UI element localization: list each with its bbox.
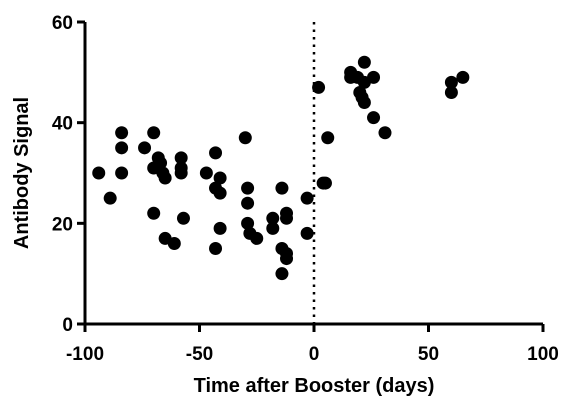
y-tick-label: 40 bbox=[52, 114, 73, 135]
data-point bbox=[275, 181, 289, 195]
data-point bbox=[241, 196, 255, 210]
y-tick-label: 0 bbox=[62, 315, 73, 336]
data-point bbox=[92, 166, 106, 180]
y-tick-label: 60 bbox=[52, 13, 73, 34]
x-axis-title: Time after Booster (days) bbox=[194, 375, 435, 397]
data-point bbox=[456, 70, 470, 84]
data-point bbox=[209, 242, 223, 255]
data-point bbox=[357, 96, 371, 110]
x-tick-label: -50 bbox=[186, 344, 213, 365]
data-point bbox=[300, 226, 314, 240]
data-point bbox=[318, 176, 332, 190]
data-point bbox=[312, 80, 326, 94]
data-point bbox=[147, 206, 161, 220]
data-point bbox=[174, 151, 188, 165]
data-point bbox=[250, 231, 264, 245]
data-point bbox=[213, 171, 227, 185]
data-point bbox=[378, 126, 392, 140]
data-point bbox=[115, 166, 129, 180]
data-point bbox=[213, 186, 227, 200]
data-point bbox=[275, 267, 289, 281]
data-point bbox=[280, 211, 294, 225]
data-point bbox=[444, 85, 458, 99]
data-point bbox=[241, 216, 255, 230]
data-point bbox=[174, 166, 188, 180]
data-point bbox=[280, 252, 294, 266]
x-axis: -100 -50 0 50 100 bbox=[66, 322, 559, 365]
data-point bbox=[241, 181, 255, 195]
data-point bbox=[167, 236, 181, 250]
data-point bbox=[266, 221, 280, 235]
x-tick-label: -100 bbox=[66, 344, 104, 365]
y-axis-title: Antibody Signal bbox=[11, 97, 33, 249]
x-tick-label: 0 bbox=[309, 344, 320, 365]
data-points bbox=[92, 55, 470, 281]
data-point bbox=[357, 55, 371, 69]
data-point bbox=[147, 126, 161, 140]
data-point bbox=[321, 131, 335, 145]
data-point bbox=[266, 211, 280, 225]
x-tick-label: 50 bbox=[418, 344, 439, 365]
data-point bbox=[199, 166, 213, 180]
data-point bbox=[115, 141, 129, 155]
y-axis: 0 20 40 60 bbox=[52, 13, 87, 336]
x-tick-label: 100 bbox=[527, 344, 559, 365]
data-point bbox=[158, 171, 172, 185]
data-point bbox=[209, 146, 223, 160]
data-point bbox=[115, 126, 129, 140]
data-point bbox=[444, 75, 458, 89]
y-tick-label: 20 bbox=[52, 214, 73, 235]
data-point bbox=[300, 191, 314, 205]
data-point bbox=[367, 111, 381, 125]
data-point bbox=[138, 141, 152, 155]
data-point bbox=[238, 131, 252, 145]
data-point bbox=[176, 211, 190, 225]
data-point bbox=[367, 70, 381, 84]
data-point bbox=[103, 191, 117, 205]
data-point bbox=[213, 221, 227, 235]
data-point bbox=[154, 156, 168, 170]
